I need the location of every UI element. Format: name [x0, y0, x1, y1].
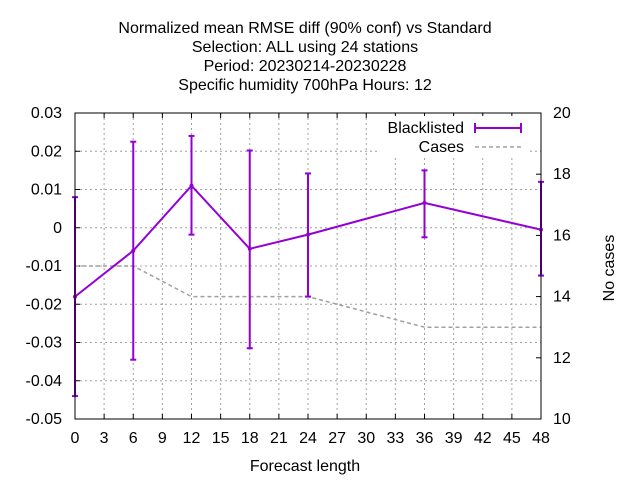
x-tick-label: 27 [328, 430, 346, 447]
blacklisted-point [247, 246, 252, 251]
x-tick-label: 0 [71, 430, 80, 447]
y-axis-ticks: -0.05 -0.04 -0.03 -0.02 -0.01 0 0.01 0.02 0.03 [26, 105, 80, 428]
x-tick-label: 39 [445, 430, 463, 447]
y2-axis-label: No cases [601, 235, 618, 302]
legend-background [380, 116, 530, 158]
x-tick-label: 3 [100, 430, 109, 447]
y-tick-label: 0.01 [31, 182, 62, 199]
title-line-2: Selection: ALL using 24 stations [192, 39, 418, 56]
y2-tick-label: 12 [553, 350, 571, 367]
x-axis-label: Forecast length [250, 458, 360, 475]
y-tick-label: -0.05 [26, 411, 63, 428]
x-tick-label: 18 [241, 430, 259, 447]
y-tick-label: 0.03 [31, 105, 62, 122]
title-line-4: Specific humidity 700hPa Hours: 12 [178, 77, 432, 94]
x-tick-label: 15 [212, 430, 230, 447]
x-tick-label: 30 [357, 430, 375, 447]
plot-frame [74, 112, 542, 420]
x-tick-label: 48 [532, 430, 550, 447]
x-tick-label: 36 [416, 430, 434, 447]
blacklisted-point [306, 232, 310, 237]
x-axis-ticks: 0 3 6 9 12 15 18 21 24 27 30 33 36 39 42 45 48 [71, 113, 550, 447]
x-tick-label: 42 [474, 430, 492, 447]
y-tick-label: -0.01 [26, 258, 63, 275]
y-tick-label: -0.04 [26, 373, 63, 390]
x-tick-label: 12 [183, 430, 201, 447]
y2-tick-label: 10 [553, 411, 571, 428]
series-blacklisted [72, 134, 544, 398]
x-tick-label: 45 [503, 430, 521, 447]
legend: Blacklisted Cases [380, 116, 530, 158]
chart-title: Normalized mean RMSE diff (90% conf) vs … [118, 20, 491, 94]
x-tick-label: 21 [270, 430, 288, 447]
legend-label-cases: Cases [419, 139, 464, 156]
y2-tick-label: 16 [553, 227, 571, 244]
y-tick-label: -0.03 [26, 335, 63, 352]
title-line-3: Period: 20230214-20230228 [204, 58, 407, 75]
y-tick-label: -0.02 [26, 296, 63, 313]
y2-tick-label: 14 [553, 289, 571, 306]
x-tick-label: 6 [129, 430, 138, 447]
blacklisted-point [131, 248, 136, 253]
title-line-1: Normalized mean RMSE diff (90% conf) vs … [118, 20, 491, 37]
x-tick-label: 33 [386, 430, 404, 447]
y2-axis-ticks: 10 12 14 16 18 20 [536, 105, 571, 428]
legend-label-blacklisted: Blacklisted [388, 120, 464, 137]
y-tick-label: 0 [53, 220, 62, 237]
blacklisted-point [422, 200, 427, 205]
blacklisted-point [189, 183, 194, 188]
y2-tick-label: 20 [553, 105, 571, 122]
x-tick-label: 9 [158, 430, 167, 447]
x-tick-label: 24 [299, 430, 317, 447]
y-tick-label: 0.02 [31, 143, 62, 160]
y2-tick-label: 18 [553, 166, 571, 183]
